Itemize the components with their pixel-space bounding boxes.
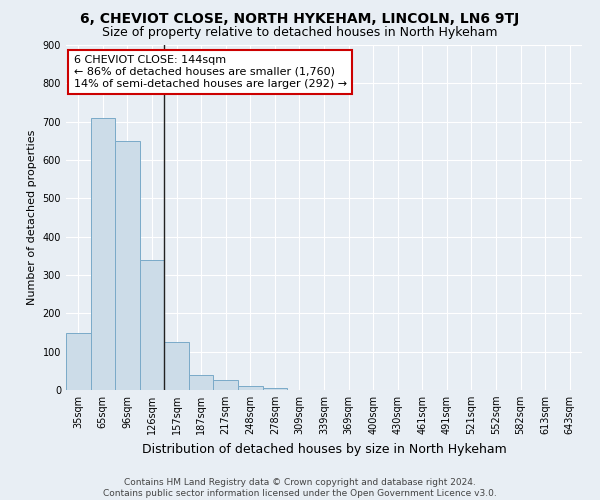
Text: 6, CHEVIOT CLOSE, NORTH HYKEHAM, LINCOLN, LN6 9TJ: 6, CHEVIOT CLOSE, NORTH HYKEHAM, LINCOLN… [80, 12, 520, 26]
Bar [164, 342, 189, 390]
Bar [66, 332, 91, 390]
Text: Size of property relative to detached houses in North Hykeham: Size of property relative to detached ho… [102, 26, 498, 39]
X-axis label: Distribution of detached houses by size in North Hykeham: Distribution of detached houses by size … [142, 442, 506, 456]
Bar [238, 386, 263, 390]
Bar [189, 374, 214, 390]
Bar [91, 118, 115, 390]
Text: Contains HM Land Registry data © Crown copyright and database right 2024.
Contai: Contains HM Land Registry data © Crown c… [103, 478, 497, 498]
Bar [263, 388, 287, 390]
Bar [115, 141, 140, 390]
Text: 6 CHEVIOT CLOSE: 144sqm
← 86% of detached houses are smaller (1,760)
14% of semi: 6 CHEVIOT CLOSE: 144sqm ← 86% of detache… [74, 56, 347, 88]
Y-axis label: Number of detached properties: Number of detached properties [27, 130, 37, 305]
Bar [140, 260, 164, 390]
Bar [214, 380, 238, 390]
